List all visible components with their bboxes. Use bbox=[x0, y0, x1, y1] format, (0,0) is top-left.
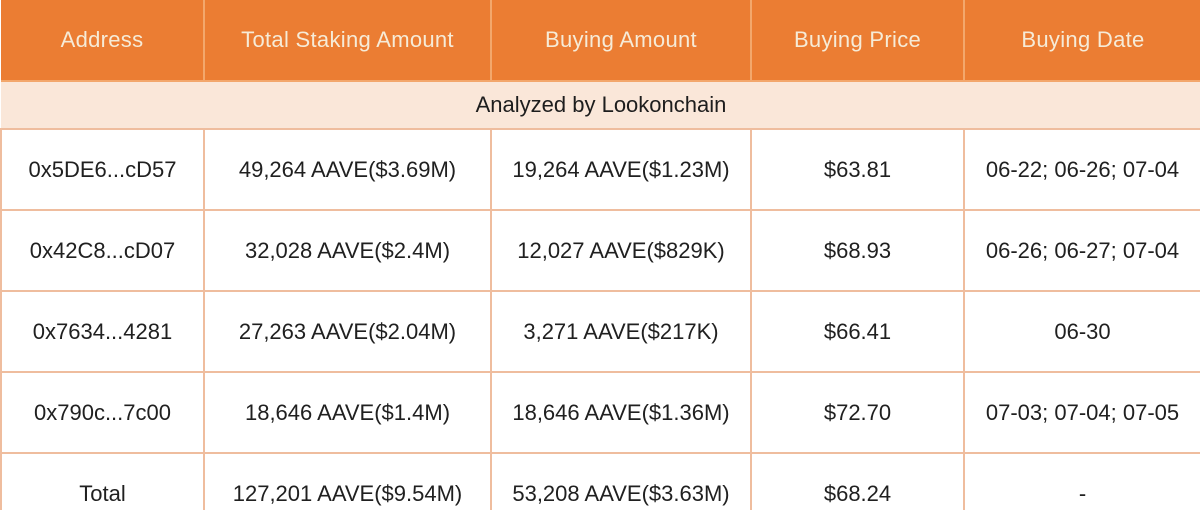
cell-buying-date: 06-30 bbox=[963, 290, 1200, 373]
header-cell-buying-date: Buying Date bbox=[963, 0, 1200, 82]
header-row: Address Total Staking Amount Buying Amou… bbox=[1, 0, 1200, 82]
cell-buying-date: 06-22; 06-26; 07-04 bbox=[963, 128, 1200, 211]
total-row: Total 127,201 AAVE($9.54M) 53,208 AAVE($… bbox=[0, 452, 1200, 510]
cell-buying-price: $72.70 bbox=[750, 371, 965, 454]
header-cell-total-staking-amount: Total Staking Amount bbox=[203, 0, 492, 82]
header-cell-buying-amount: Buying Amount bbox=[490, 0, 752, 82]
cell-buying-date: 06-26; 06-27; 07-04 bbox=[963, 209, 1200, 292]
cell-buying-amount: 3,271 AAVE($217K) bbox=[490, 290, 752, 373]
cell-address: 0x42C8...cD07 bbox=[0, 209, 205, 292]
header-cell-buying-price: Buying Price bbox=[750, 0, 965, 82]
cell-buying-date: 07-03; 07-04; 07-05 bbox=[963, 371, 1200, 454]
cell-buying-date: - bbox=[963, 452, 1200, 510]
cell-staking-amount: 32,028 AAVE($2.4M) bbox=[203, 209, 492, 292]
cell-staking-amount: 127,201 AAVE($9.54M) bbox=[203, 452, 492, 510]
cell-address: 0x7634...4281 bbox=[0, 290, 205, 373]
cell-buying-amount: 19,264 AAVE($1.23M) bbox=[490, 128, 752, 211]
cell-staking-amount: 18,646 AAVE($1.4M) bbox=[203, 371, 492, 454]
cell-buying-amount: 53,208 AAVE($3.63M) bbox=[490, 452, 752, 510]
cell-buying-amount: 12,027 AAVE($829K) bbox=[490, 209, 752, 292]
analyzed-by-banner: Analyzed by Lookonchain bbox=[1, 80, 1200, 130]
cell-buying-amount: 18,646 AAVE($1.36M) bbox=[490, 371, 752, 454]
table-row: 0x7634...4281 27,263 AAVE($2.04M) 3,271 … bbox=[0, 290, 1200, 373]
cell-staking-amount: 49,264 AAVE($3.69M) bbox=[203, 128, 492, 211]
cell-address: 0x790c...7c00 bbox=[0, 371, 205, 454]
cell-buying-price: $68.93 bbox=[750, 209, 965, 292]
cell-staking-amount: 27,263 AAVE($2.04M) bbox=[203, 290, 492, 373]
cell-buying-price: $68.24 bbox=[750, 452, 965, 510]
header-cell-address: Address bbox=[1, 0, 205, 82]
table-row: 0x5DE6...cD57 49,264 AAVE($3.69M) 19,264… bbox=[0, 128, 1200, 211]
table-row: 0x790c...7c00 18,646 AAVE($1.4M) 18,646 … bbox=[0, 371, 1200, 454]
table-row: 0x42C8...cD07 32,028 AAVE($2.4M) 12,027 … bbox=[0, 209, 1200, 292]
cell-total-label: Total bbox=[0, 452, 205, 510]
cell-address: 0x5DE6...cD57 bbox=[0, 128, 205, 211]
subheader-row: Analyzed by Lookonchain bbox=[1, 80, 1200, 130]
cell-buying-price: $66.41 bbox=[750, 290, 965, 373]
cell-buying-price: $63.81 bbox=[750, 128, 965, 211]
